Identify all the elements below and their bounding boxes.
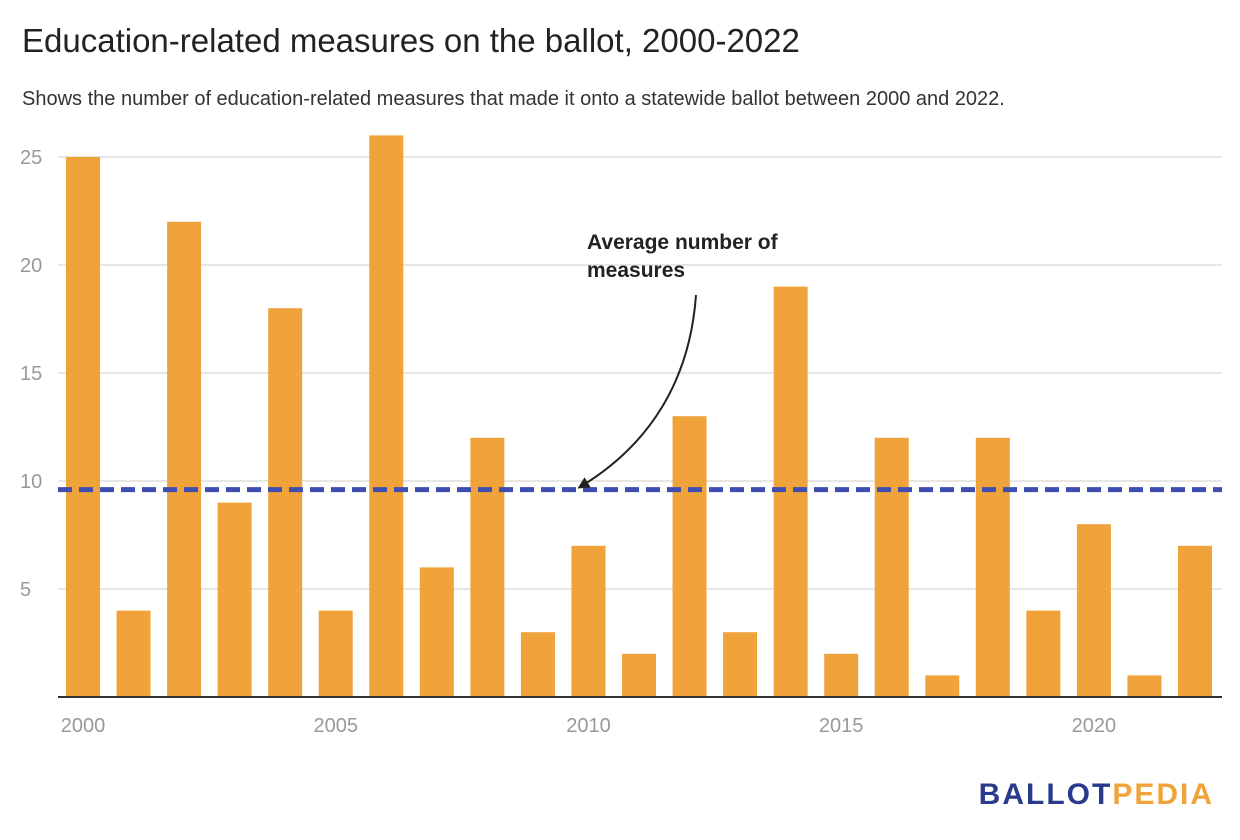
bar-2000	[66, 157, 100, 697]
annotation-arrow	[577, 294, 697, 489]
bar-2016	[874, 437, 909, 697]
chart-title: Education-related measures on the ballot…	[22, 22, 800, 59]
bar-2020	[1076, 524, 1111, 697]
bar-2012	[672, 416, 707, 697]
bar-2004	[268, 308, 303, 697]
bar-2007	[419, 567, 454, 697]
annotation-line-2: measures	[587, 259, 685, 282]
logo-part-pedia: PEDIA	[1112, 778, 1214, 811]
bar-2002	[167, 221, 202, 698]
bar-2013	[723, 632, 758, 697]
x-tick-label-2000: 2000	[61, 715, 106, 737]
y-tick-label-25: 25	[20, 147, 42, 169]
bar-2010	[571, 545, 606, 697]
x-axis-ticks: 2000 2005 2010 2015 2020	[61, 715, 1116, 737]
y-axis-ticks: 5 10 15 20 25	[20, 147, 42, 601]
x-tick-label-2020: 2020	[1072, 715, 1117, 737]
x-tick-label-2010: 2010	[566, 715, 611, 737]
logo-part-ballot: BALLOT	[978, 778, 1113, 811]
bar-2021	[1127, 675, 1162, 697]
x-tick-label-2005: 2005	[313, 715, 358, 737]
y-tick-label-20: 20	[20, 255, 42, 277]
bar-2008	[470, 437, 505, 697]
bars	[66, 135, 1212, 698]
bar-2022	[1178, 545, 1212, 697]
annotation: Average number of measures	[577, 231, 779, 489]
chart-subtitle: Shows the number of education-related me…	[22, 88, 1005, 110]
annotation-line-1: Average number of	[587, 231, 779, 254]
y-tick-label-15: 15	[20, 363, 42, 385]
bar-2009	[520, 632, 555, 697]
bar-2003	[217, 502, 252, 697]
bar-2011	[622, 653, 656, 697]
y-tick-label-10: 10	[20, 471, 42, 493]
bar-2005	[318, 610, 353, 697]
x-tick-label-2015: 2015	[819, 715, 864, 737]
ballotpedia-logo: BALLOTPEDIA	[979, 778, 1214, 812]
gridlines	[58, 156, 1222, 590]
bar-2006	[369, 135, 404, 697]
bar-2015	[824, 653, 859, 697]
bar-2017	[925, 675, 960, 697]
bar-2019	[1026, 610, 1061, 697]
bar-2001	[116, 610, 151, 697]
y-tick-label-5: 5	[20, 579, 31, 601]
bar-2018	[975, 437, 1010, 697]
